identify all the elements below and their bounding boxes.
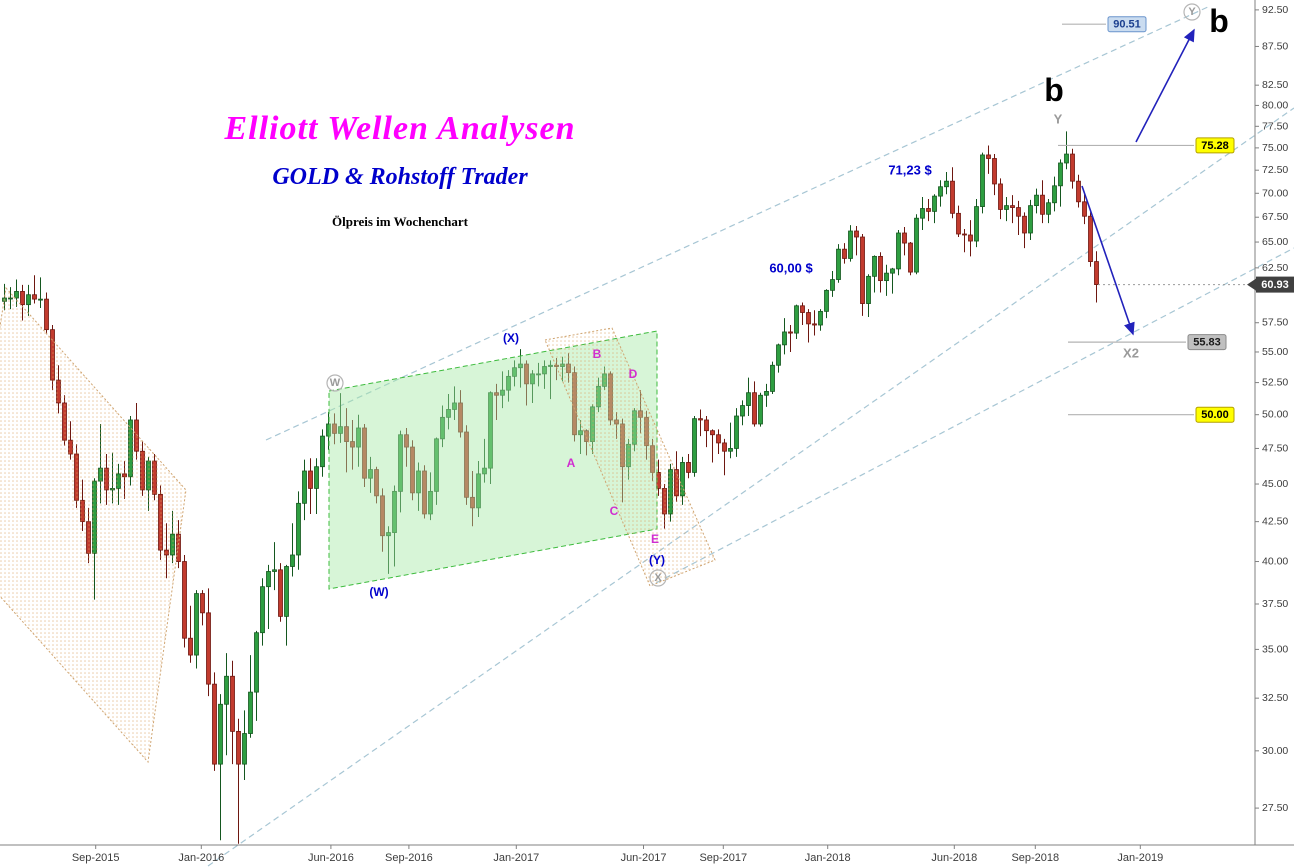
price-axis-tick: 80.00 [1262,99,1288,111]
svg-text:(W): (W) [369,585,388,599]
svg-text:60.93: 60.93 [1261,279,1289,291]
elliott-wave-zones [0,286,716,764]
price-axis-tick: 77.50 [1262,120,1288,132]
price-axis-tick: 62.50 [1262,262,1288,274]
price-axis-tick: 92.50 [1262,4,1288,16]
price-axis-tick: 50.00 [1262,409,1288,421]
svg-text:71,23 $: 71,23 $ [888,163,932,178]
price-axis-tick: 32.50 [1262,692,1288,704]
svg-text:50.00: 50.00 [1201,409,1229,421]
svg-text:Y: Y [1188,6,1196,18]
svg-text:B: B [593,347,602,361]
price-axis-tick: 52.50 [1262,377,1288,389]
price-axis-tick: 72.50 [1262,164,1288,176]
price-callouts: 71,23 $ 60,00 $ [769,163,932,276]
projection-arrows [1081,28,1195,336]
wave-labels: W (W) (X) A B C D E (Y) X Y X2 Yb b [326,3,1229,599]
price-axis-tick: 70.00 [1262,187,1288,199]
price-axis-tick: 45.00 [1262,478,1288,490]
svg-text:(Y): (Y) [649,553,665,567]
date-axis-label: Jun-2018 [931,852,977,864]
svg-text:b: b [1044,72,1064,108]
price-axis-tick: 82.50 [1262,79,1288,91]
svg-text:E: E [651,532,659,546]
svg-text:Y: Y [1054,112,1063,127]
date-axis-label: Jun-2016 [308,852,354,864]
level-label-box [1195,137,1235,154]
svg-text:W: W [330,377,341,389]
current-price-tag: 60.93 [1247,276,1294,293]
date-axis-label: Jan-2019 [1117,852,1163,864]
level-label-box [1195,406,1235,423]
date-axis-label: Sep-2016 [385,852,433,864]
price-axis-tick: 65.00 [1262,236,1288,248]
price-axis-tick: 47.50 [1262,442,1288,454]
date-axis-label: Sep-2018 [1011,852,1059,864]
trend-channel-lines [207,5,1294,867]
date-axis-label: Jan-2018 [805,852,851,864]
svg-text:A: A [567,456,576,470]
date-axis-label: Jun-2017 [621,852,667,864]
svg-text:X: X [654,572,662,584]
price-axis-tick: 55.00 [1262,346,1288,358]
price-axis-tick: 27.50 [1262,802,1288,814]
price-axis-tick: 57.50 [1262,317,1288,329]
svg-text:b: b [1209,3,1229,39]
svg-text:(X): (X) [503,331,519,345]
price-axis-tick: 87.50 [1262,40,1288,52]
date-axis-label: Sep-2017 [699,852,747,864]
svg-text:55.83: 55.83 [1193,337,1221,349]
level-label-box [1187,334,1227,351]
price-axis-tick: 40.00 [1262,556,1288,568]
price-axis-tick: 42.50 [1262,516,1288,528]
level-label-box [1107,16,1147,33]
svg-text:90.51: 90.51 [1113,19,1141,31]
svg-text:C: C [610,504,619,518]
svg-text:X2: X2 [1123,346,1139,361]
price-axis-tick: 67.50 [1262,211,1288,223]
date-axis-label: Jan-2017 [493,852,539,864]
price-axis-tick: 30.00 [1262,745,1288,757]
price-axis-tick: 75.00 [1262,142,1288,154]
date-axis-label: Jan-2016 [178,852,224,864]
price-axis-tick: 35.00 [1262,643,1288,655]
svg-text:75.28: 75.28 [1201,140,1229,152]
svg-text:60,00 $: 60,00 $ [769,261,813,276]
svg-text:D: D [629,367,638,381]
date-axis-label: Sep-2015 [72,852,120,864]
price-axis-tick: 37.50 [1262,598,1288,610]
price-level-lines[interactable]: 90.51 75.28 55.83 50.00 [1058,16,1235,423]
